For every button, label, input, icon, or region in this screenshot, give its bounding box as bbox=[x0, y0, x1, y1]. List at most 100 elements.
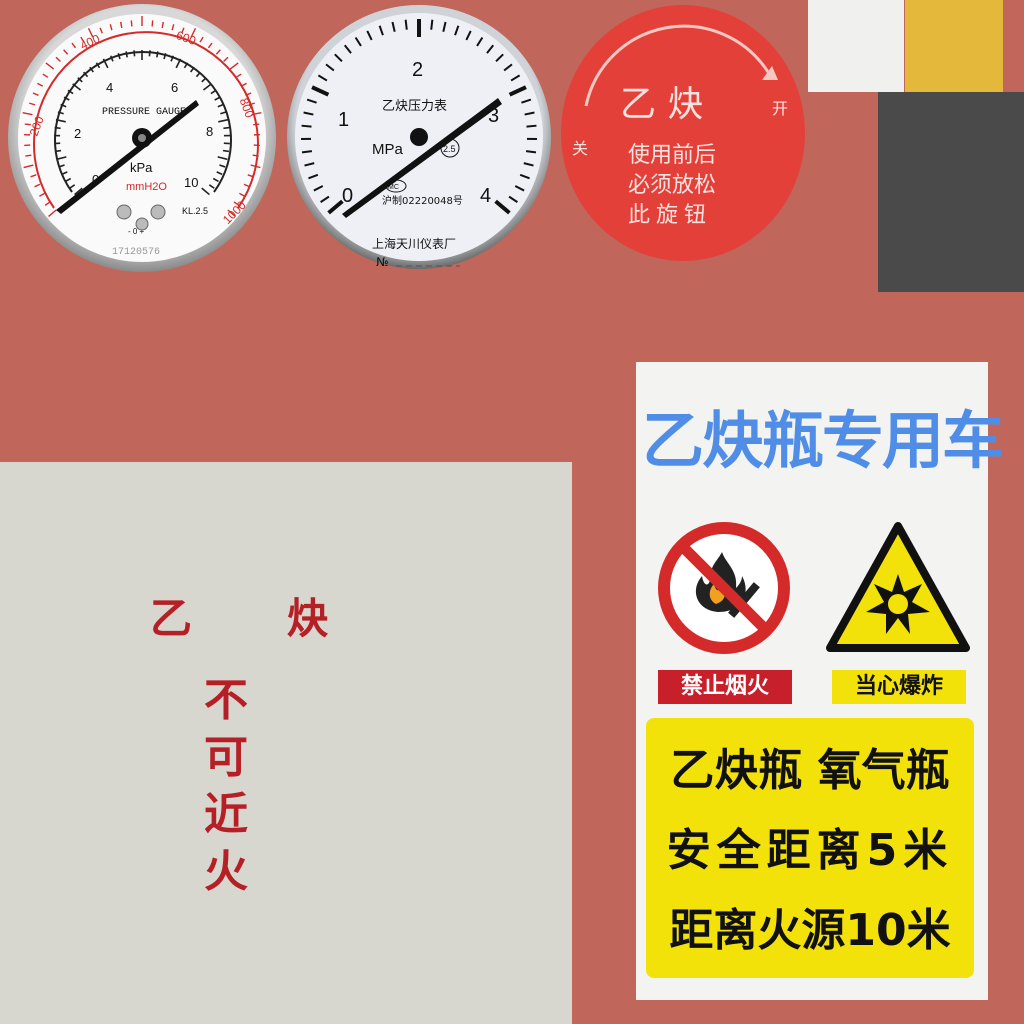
panel-vertical-warning: 不可近火 bbox=[204, 675, 248, 897]
kpa-outer-label-800: 800 bbox=[237, 96, 257, 120]
kpa-black-tick bbox=[175, 58, 182, 69]
no-fire-label: 禁止烟火 bbox=[658, 670, 792, 704]
kpa-black-tick bbox=[69, 184, 76, 189]
kpa-red-tick bbox=[215, 49, 221, 55]
mpa-tick bbox=[508, 85, 527, 97]
mpa-tick bbox=[430, 19, 434, 30]
kpa-black-tick bbox=[217, 156, 228, 161]
kpa-black-tick bbox=[208, 184, 215, 189]
mpa-acetylene-gauge: 0 1 2 3 4 乙炔压力表 MPa 2.5 MC 沪制02220048号 上… bbox=[284, 2, 554, 274]
kpa-red-tick bbox=[247, 174, 254, 178]
mpa-tick bbox=[301, 150, 313, 154]
mpa-manufacturer: 上海天川仪表厂 bbox=[372, 236, 456, 251]
mpa-tick bbox=[325, 63, 335, 72]
kpa-black-tick bbox=[201, 187, 210, 196]
kpa-black-tick bbox=[65, 177, 72, 183]
explosion-warning-label: 当心爆炸 bbox=[832, 670, 966, 704]
kpa-red-tick bbox=[63, 49, 69, 55]
kpa-black-tick bbox=[133, 50, 136, 57]
kpa-black-tick bbox=[190, 66, 195, 73]
mpa-tick bbox=[514, 185, 525, 192]
kpa-red-tick bbox=[248, 102, 255, 106]
kpa-red-tick bbox=[243, 183, 250, 188]
kpa-black-tick bbox=[148, 50, 151, 57]
sticker-line-3: 此旋钮 bbox=[628, 203, 712, 228]
kpa-red-tick bbox=[22, 111, 33, 116]
kpa-black-tick bbox=[170, 55, 174, 62]
mpa-tick bbox=[354, 36, 362, 47]
kpa-red-tick bbox=[233, 201, 240, 206]
kpa-black-tick bbox=[56, 156, 67, 161]
kpa-black-tick bbox=[77, 77, 83, 83]
kpa-black-tick bbox=[89, 66, 94, 73]
kpa-red-tick bbox=[253, 123, 260, 126]
sticker-line-1: 使用前后 bbox=[628, 143, 716, 168]
kpa-black-tick bbox=[217, 103, 224, 108]
safety-line-1: 乙炔瓶 氧气瓶 bbox=[670, 745, 950, 796]
safety-distance-box: 乙炔瓶 氧气瓶 安全距离5米 距离火源10米 bbox=[646, 718, 974, 978]
kpa-red-tick bbox=[171, 24, 175, 31]
kpa-red-tick bbox=[223, 56, 229, 62]
mpa-tick bbox=[442, 21, 447, 32]
kpa-red-tick bbox=[71, 42, 77, 49]
kpa-inner-label-2: 2 bbox=[74, 126, 81, 141]
kpa-inner-label-10: 10 bbox=[184, 175, 198, 190]
kpa-serial-number: 17120576 bbox=[112, 247, 160, 258]
kpa-black-tick bbox=[72, 83, 82, 91]
kpa-red-tick bbox=[34, 183, 41, 188]
white-swatch bbox=[808, 0, 904, 92]
mpa-tick bbox=[313, 185, 324, 192]
red-valve-sticker: 乙 炔 使用前后 必须放松 此旋钮 关 开 bbox=[558, 2, 808, 264]
mpa-scale-0: 0 bbox=[342, 185, 353, 207]
sticker-line-2: 必须放松 bbox=[628, 173, 716, 198]
kpa-red-tick bbox=[245, 92, 252, 96]
kpa-red-tick bbox=[39, 192, 45, 197]
kpa-red-tick bbox=[120, 21, 123, 28]
kpa-black-tick bbox=[57, 111, 64, 115]
kpa-black-tick bbox=[63, 96, 70, 101]
kpa-red-tick bbox=[55, 56, 61, 62]
mpa-number-prefix: № bbox=[376, 255, 388, 269]
kpa-black-tick bbox=[54, 149, 62, 153]
no-fire-icon bbox=[656, 520, 792, 656]
kpa-black-tick bbox=[58, 164, 65, 168]
kpa-red-tick bbox=[151, 20, 154, 27]
kpa-zero-adjust-label: - 0 + bbox=[128, 227, 145, 236]
kpa-red-tick bbox=[87, 28, 94, 38]
kpa-black-tick bbox=[156, 51, 159, 58]
mpa-scale-1: 1 bbox=[338, 109, 349, 131]
mpa-tick bbox=[317, 74, 328, 82]
kpa-black-tick bbox=[195, 71, 202, 78]
mpa-tick bbox=[494, 199, 511, 215]
mpa-tick bbox=[378, 25, 384, 36]
kpa-gauge-needle bbox=[56, 100, 199, 214]
mpa-tick bbox=[503, 63, 513, 72]
svg-text:MC: MC bbox=[388, 184, 399, 191]
mpa-tick bbox=[303, 111, 314, 116]
kpa-red-tick bbox=[229, 62, 239, 70]
mpa-tick bbox=[525, 150, 537, 154]
mpa-scale-4: 4 bbox=[480, 185, 491, 207]
mpa-tick bbox=[343, 44, 352, 54]
kpa-red-tick bbox=[207, 42, 213, 49]
sticker-title: 乙 炔 bbox=[620, 84, 703, 125]
kpa-black-tick bbox=[54, 126, 61, 130]
kpa-red-tick bbox=[190, 28, 197, 38]
safety-line-2: 安全距离5米 bbox=[666, 825, 954, 876]
kpa-red-tick bbox=[235, 73, 242, 78]
kpa-red-tick bbox=[240, 82, 247, 87]
mpa-tick bbox=[486, 44, 495, 54]
safety-line-3: 距离火源10米 bbox=[669, 905, 951, 956]
kpa-black-tick bbox=[212, 177, 219, 183]
sticker-close-label: 关 bbox=[572, 139, 588, 158]
kpa-red-tick bbox=[24, 123, 31, 126]
explosion-warning-icon bbox=[824, 520, 972, 656]
kpa-black-tick bbox=[222, 149, 230, 153]
mpa-tick bbox=[521, 98, 532, 104]
kpa-black-tick bbox=[82, 71, 89, 78]
kpa-red-tick bbox=[45, 62, 55, 70]
kpa-black-tick bbox=[102, 58, 109, 69]
kpa-red-tick bbox=[48, 209, 57, 217]
mpa-tick bbox=[301, 124, 312, 128]
kpa-outer-label-200: 200 bbox=[27, 114, 47, 138]
